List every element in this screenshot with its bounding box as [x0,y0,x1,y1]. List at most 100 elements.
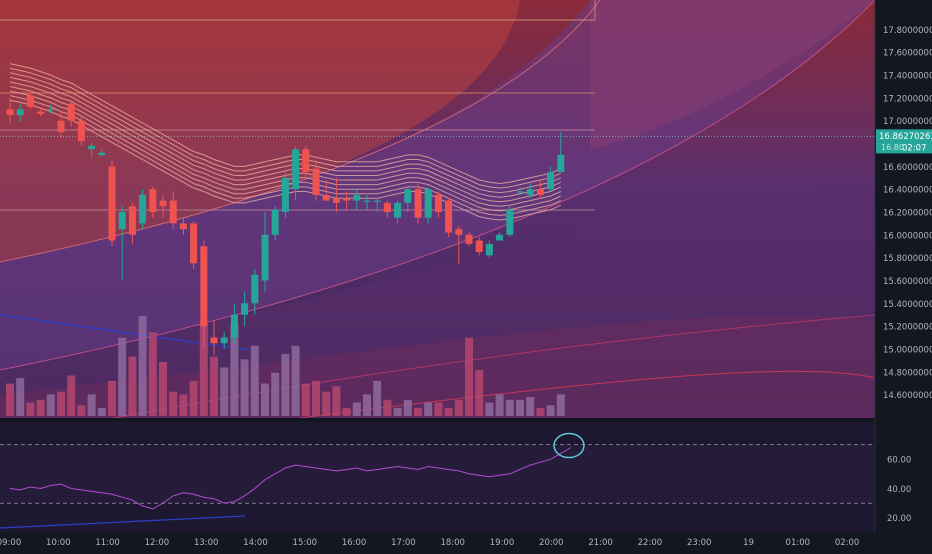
candle-body [149,189,157,212]
volume-bar [383,399,392,416]
volume-bar [403,399,412,416]
candle[interactable] [516,186,524,195]
candle[interactable] [251,269,259,315]
candle-body [230,314,238,338]
candle[interactable] [404,186,412,212]
candle[interactable] [292,145,300,201]
fib-fan-band [0,0,520,262]
volume-bar [189,380,198,416]
candle[interactable] [179,217,187,235]
candle-body [312,168,320,195]
candle[interactable] [271,206,279,241]
price-pane[interactable] [0,0,875,440]
candle[interactable] [6,97,14,123]
volume-bar [77,405,86,416]
volume-bar [271,372,280,416]
volume-bar [87,394,96,416]
volume-bar [169,391,178,416]
candle[interactable] [159,194,167,218]
time-axis[interactable]: 09:00 10:00 11:00 12:00 13:00 14:00 15:00 16:00… [0,532,932,550]
price-tick-label: 15.20000000 [883,323,932,333]
candle[interactable] [169,191,177,230]
candle[interactable] [108,160,116,247]
price-tick-label: 17.20000000 [883,94,932,104]
candle[interactable] [373,198,381,212]
candle[interactable] [536,180,544,199]
candle[interactable] [88,143,96,158]
candle[interactable] [475,237,483,256]
rsi-trendline [0,515,246,529]
candle[interactable] [557,132,565,173]
candle[interactable] [343,191,351,210]
candle[interactable] [139,189,147,230]
candle-body [16,109,24,115]
candle[interactable] [98,149,106,158]
candle[interactable] [383,200,391,218]
candle[interactable] [261,212,269,292]
price-axis[interactable]: 17.80000000 17.60000000 17.40000000 17.2000… [874,0,932,532]
candle[interactable] [16,103,24,122]
candle-body [261,234,269,281]
price-axis-background [875,0,932,532]
rsi-pane[interactable] [0,422,875,532]
candle[interactable] [241,291,249,327]
volume-bar [444,407,453,416]
candle[interactable] [526,183,534,199]
candle[interactable] [414,183,422,224]
candle[interactable] [312,160,320,201]
candle[interactable] [455,225,463,264]
candle[interactable] [67,100,75,127]
candle[interactable] [57,111,65,138]
candle[interactable] [37,107,45,117]
candle[interactable] [118,206,126,281]
volume-bar [230,324,239,416]
candle[interactable] [322,180,330,201]
candle-body [394,202,402,218]
trendline[interactable] [0,314,251,351]
volume-bar [46,394,55,416]
candle[interactable] [302,145,310,181]
candle[interactable] [506,206,514,238]
volume-bar [516,399,524,416]
candle-body [506,209,514,235]
candle-body [434,194,442,212]
candle[interactable] [230,303,238,344]
candle[interactable] [496,232,504,241]
candle[interactable] [363,194,371,210]
candle[interactable] [281,172,289,218]
candle[interactable] [424,186,432,224]
candle[interactable] [445,198,453,238]
candle[interactable] [353,189,361,210]
candle[interactable] [465,232,473,247]
candle[interactable] [200,240,208,349]
time-tick-label: 22:00 [638,538,663,548]
rsi-tick-label: 20.00 [887,514,911,524]
time-tick-label: 19 [743,538,754,548]
candle-body [424,189,432,218]
time-tick-label: 12:00 [145,538,170,548]
candle-body [322,194,330,201]
volume-bar [220,367,229,416]
candle[interactable] [77,115,85,146]
countdown-tag [876,141,932,154]
candle[interactable] [190,221,198,270]
candle[interactable] [332,177,340,212]
candle[interactable] [485,240,493,258]
candle[interactable] [26,91,34,110]
candle[interactable] [47,104,55,114]
candle[interactable] [128,202,136,244]
candle[interactable] [210,320,218,355]
candle[interactable] [434,191,442,218]
volume-bar [118,337,127,416]
candle-body [332,198,340,203]
volume-bar [179,394,188,416]
volume-bar [363,394,371,416]
candle[interactable] [149,186,157,218]
candle[interactable] [220,331,228,349]
candle[interactable] [394,200,402,224]
rsi-highlight-circle[interactable] [553,432,585,459]
candle[interactable] [547,166,555,192]
candle-body [47,109,55,111]
